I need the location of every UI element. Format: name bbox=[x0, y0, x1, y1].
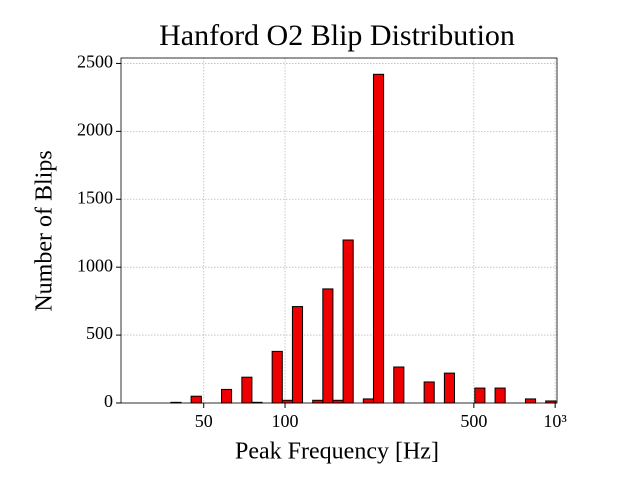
bar bbox=[474, 387, 486, 404]
bar bbox=[190, 395, 202, 404]
y-tick-label: 500 bbox=[86, 323, 113, 343]
bar bbox=[443, 372, 456, 404]
x-tick-label: 100 bbox=[272, 411, 299, 431]
y-tick-label: 2000 bbox=[77, 119, 113, 139]
bar bbox=[494, 387, 506, 404]
y-axis-label: Number of Blips bbox=[32, 150, 58, 311]
x-tick-label: 50 bbox=[195, 411, 213, 431]
chart-title: Hanford O2 Blip Distribution bbox=[159, 19, 515, 52]
axes-frame bbox=[120, 57, 558, 404]
bar bbox=[221, 388, 233, 404]
plot-area: 0 500 1000 1500 2000 2500 50 100 500 10³ bbox=[77, 52, 567, 432]
x-tick-label: 10³ bbox=[543, 411, 567, 431]
bar bbox=[342, 239, 354, 404]
bar bbox=[423, 381, 435, 404]
y-tick-label: 1500 bbox=[77, 187, 113, 207]
bar bbox=[312, 399, 324, 404]
bar bbox=[271, 350, 283, 404]
bar bbox=[393, 366, 405, 404]
x-tick-label: 500 bbox=[460, 411, 487, 431]
y-tick-label: 1000 bbox=[77, 255, 113, 275]
bar bbox=[372, 73, 385, 404]
bar bbox=[524, 398, 537, 404]
bar bbox=[332, 399, 344, 404]
bar bbox=[362, 398, 374, 404]
bar bbox=[241, 376, 253, 404]
y-tick-label: 0 bbox=[104, 391, 113, 411]
bar bbox=[291, 306, 304, 404]
bar bbox=[322, 288, 334, 404]
x-axis-label: Peak Frequency [Hz] bbox=[235, 439, 439, 465]
bar bbox=[281, 399, 293, 404]
y-tick-label: 2500 bbox=[77, 52, 113, 72]
